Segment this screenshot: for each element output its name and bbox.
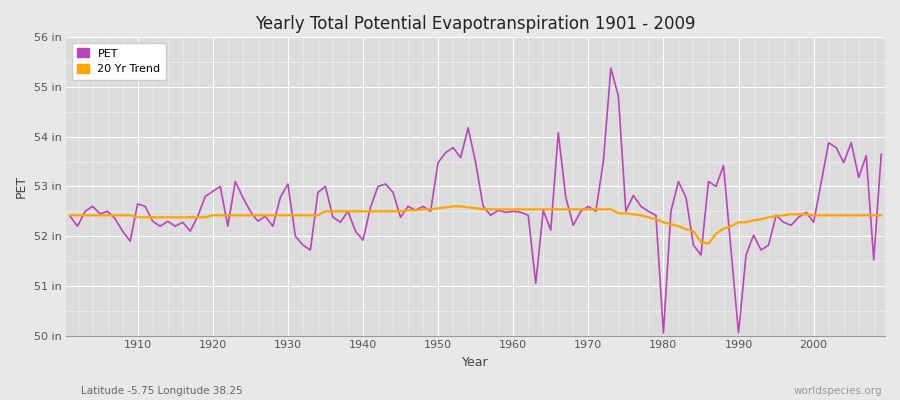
PET [335, 220, 346, 225]
20 Yr Trend [335, 209, 346, 214]
PET [598, 159, 608, 164]
20 Yr Trend [290, 213, 301, 218]
Line: PET: PET [70, 68, 881, 333]
PET [658, 331, 669, 336]
PET [125, 239, 136, 244]
Text: worldspecies.org: worldspecies.org [794, 386, 882, 396]
20 Yr Trend [876, 213, 886, 218]
PET [606, 66, 616, 70]
PET [65, 214, 76, 219]
20 Yr Trend [125, 213, 136, 218]
PET [876, 152, 886, 156]
20 Yr Trend [516, 207, 526, 212]
PET [290, 234, 301, 238]
20 Yr Trend [703, 241, 714, 246]
Line: 20 Yr Trend: 20 Yr Trend [70, 206, 881, 244]
20 Yr Trend [447, 204, 458, 209]
Legend: PET, 20 Yr Trend: PET, 20 Yr Trend [72, 43, 166, 80]
20 Yr Trend [65, 213, 76, 218]
20 Yr Trend [606, 207, 616, 212]
Title: Yearly Total Potential Evapotranspiration 1901 - 2009: Yearly Total Potential Evapotranspiratio… [256, 15, 696, 33]
PET [500, 210, 511, 215]
20 Yr Trend [508, 207, 518, 212]
X-axis label: Year: Year [463, 356, 489, 369]
PET [508, 209, 518, 214]
Text: Latitude -5.75 Longitude 38.25: Latitude -5.75 Longitude 38.25 [81, 386, 243, 396]
Y-axis label: PET: PET [15, 175, 28, 198]
